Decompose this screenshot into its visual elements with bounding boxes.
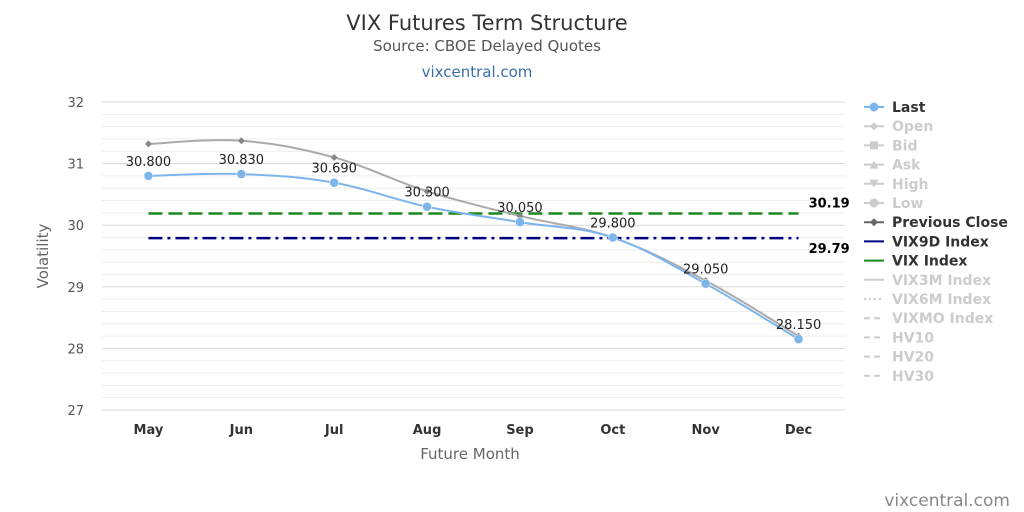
x-tick-label: Aug — [413, 423, 442, 438]
source-link[interactable]: vixcentral.com — [422, 63, 533, 81]
chart-title: VIX Futures Term Structure — [346, 11, 627, 35]
last-point-marker[interactable] — [329, 177, 339, 188]
legend-item[interactable]: VIX6M Index — [864, 292, 991, 308]
data-label: 29.800 — [590, 217, 636, 232]
index-line-label: 29.79 — [809, 242, 850, 257]
legend-item[interactable]: VIX Index — [864, 254, 967, 270]
last-point-marker[interactable] — [515, 217, 525, 227]
legend-item[interactable]: Last — [864, 100, 926, 116]
data-label: 29.050 — [683, 263, 729, 278]
previous-close-point-marker[interactable] — [330, 153, 338, 161]
legend-triangle-icon — [869, 160, 879, 169]
y-tick-label: 28 — [67, 342, 84, 357]
legend-item[interactable]: HV10 — [864, 330, 934, 346]
legend-label: HV10 — [892, 330, 934, 346]
last-point-marker[interactable] — [793, 334, 804, 344]
legend-item[interactable]: Open — [864, 119, 933, 135]
legend-diamond-icon — [870, 218, 878, 227]
legend-item[interactable]: Bid — [864, 138, 918, 154]
x-tick-label: Oct — [600, 423, 625, 438]
legend-item[interactable]: High — [864, 177, 929, 193]
legend-item[interactable]: HV20 — [864, 350, 934, 366]
legend-label: VIX3M Index — [892, 273, 991, 289]
series-lines — [143, 137, 804, 344]
y-tick-label: 29 — [67, 281, 84, 296]
legend-item[interactable]: Low — [864, 196, 924, 212]
credit-text[interactable]: vixcentral.com — [884, 491, 1010, 511]
previous-close-point-marker[interactable] — [423, 187, 431, 195]
legend[interactable]: Last Open Bid Ask High Low Previous Close VIX9D… — [864, 100, 1008, 385]
legend-label: Ask — [892, 158, 921, 174]
legend-item[interactable]: VIX9D Index — [864, 234, 989, 250]
last-series-line — [148, 172, 800, 341]
x-tick-label: Nov — [692, 423, 721, 438]
index-line-label: 30.19 — [809, 196, 850, 211]
legend-label: HV20 — [892, 350, 934, 366]
last-point-marker[interactable] — [143, 171, 154, 181]
last-point-marker[interactable] — [236, 169, 247, 179]
data-label: 30.300 — [404, 186, 450, 201]
y-tick-label: 27 — [67, 404, 84, 419]
previous-close-point-marker[interactable] — [237, 137, 245, 145]
chart-subtitle: Source: CBOE Delayed Quotes — [373, 37, 601, 55]
previous-close-series-line — [148, 139, 800, 337]
legend-label: VIX6M Index — [892, 292, 991, 308]
data-label: 30.690 — [311, 162, 357, 177]
legend-label: Low — [892, 196, 924, 212]
last-point-marker[interactable] — [422, 201, 432, 212]
legend-item[interactable]: Previous Close — [864, 215, 1008, 231]
legend-diamond-icon — [870, 122, 878, 131]
x-axis-ticks: May Jun Jul Aug Sep Oct Nov Dec — [134, 423, 813, 438]
x-tick-label: May — [134, 423, 164, 438]
x-tick-label: Jul — [324, 423, 344, 438]
previous-close-point-marker[interactable] — [144, 140, 152, 148]
data-label: 30.050 — [497, 201, 543, 216]
x-tick-label: Sep — [506, 423, 534, 438]
last-point-marker[interactable] — [608, 232, 618, 243]
legend-label: VIXMO Index — [892, 311, 993, 327]
legend-circle-icon — [869, 102, 879, 112]
y-tick-label: 30 — [67, 219, 84, 234]
legend-circle-icon — [869, 198, 879, 208]
data-labels: 30.800 30.830 30.690 30.300 30.050 29.800 29.0… — [126, 153, 822, 333]
legend-label: Previous Close — [892, 215, 1008, 231]
y-tick-label: 31 — [67, 158, 84, 173]
index-lines: 29.79 30.19 — [148, 196, 850, 257]
x-tick-label: Jun — [229, 423, 253, 438]
x-axis-title: Future Month — [420, 445, 520, 463]
data-label: 30.800 — [126, 155, 172, 170]
legend-triangle-down-icon — [869, 179, 879, 188]
x-tick-label: Dec — [785, 423, 812, 438]
data-label: 28.150 — [776, 318, 822, 333]
legend-item[interactable]: Ask — [864, 158, 921, 174]
data-label: 30.830 — [219, 153, 265, 168]
y-axis-ticks: 27 28 29 30 31 32 — [67, 96, 84, 419]
legend-item[interactable]: HV30 — [864, 369, 934, 385]
y-axis-title: Volatility — [34, 223, 52, 288]
legend-item[interactable]: VIXMO Index — [864, 311, 993, 327]
legend-label: High — [892, 177, 929, 193]
gridlines — [102, 101, 845, 411]
legend-label: HV30 — [892, 369, 934, 385]
last-point-marker[interactable] — [700, 278, 711, 289]
legend-item[interactable]: VIX3M Index — [864, 273, 991, 289]
legend-square-icon — [870, 141, 878, 150]
y-tick-label: 32 — [67, 96, 84, 111]
legend-label: Bid — [892, 138, 918, 154]
legend-label: Open — [892, 119, 933, 135]
legend-label: Last — [892, 100, 926, 116]
legend-label: VIX9D Index — [892, 234, 989, 250]
legend-label: VIX Index — [892, 254, 967, 270]
